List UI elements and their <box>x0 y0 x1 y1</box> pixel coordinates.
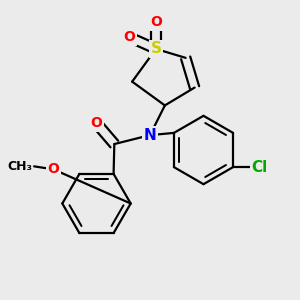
Text: N: N <box>144 128 156 142</box>
Text: O: O <box>123 30 135 44</box>
Text: O: O <box>150 15 162 29</box>
Text: O: O <box>91 116 102 130</box>
Text: CH₃: CH₃ <box>8 160 33 173</box>
Text: Cl: Cl <box>252 160 268 175</box>
Text: S: S <box>150 41 161 56</box>
Text: O: O <box>47 162 59 176</box>
